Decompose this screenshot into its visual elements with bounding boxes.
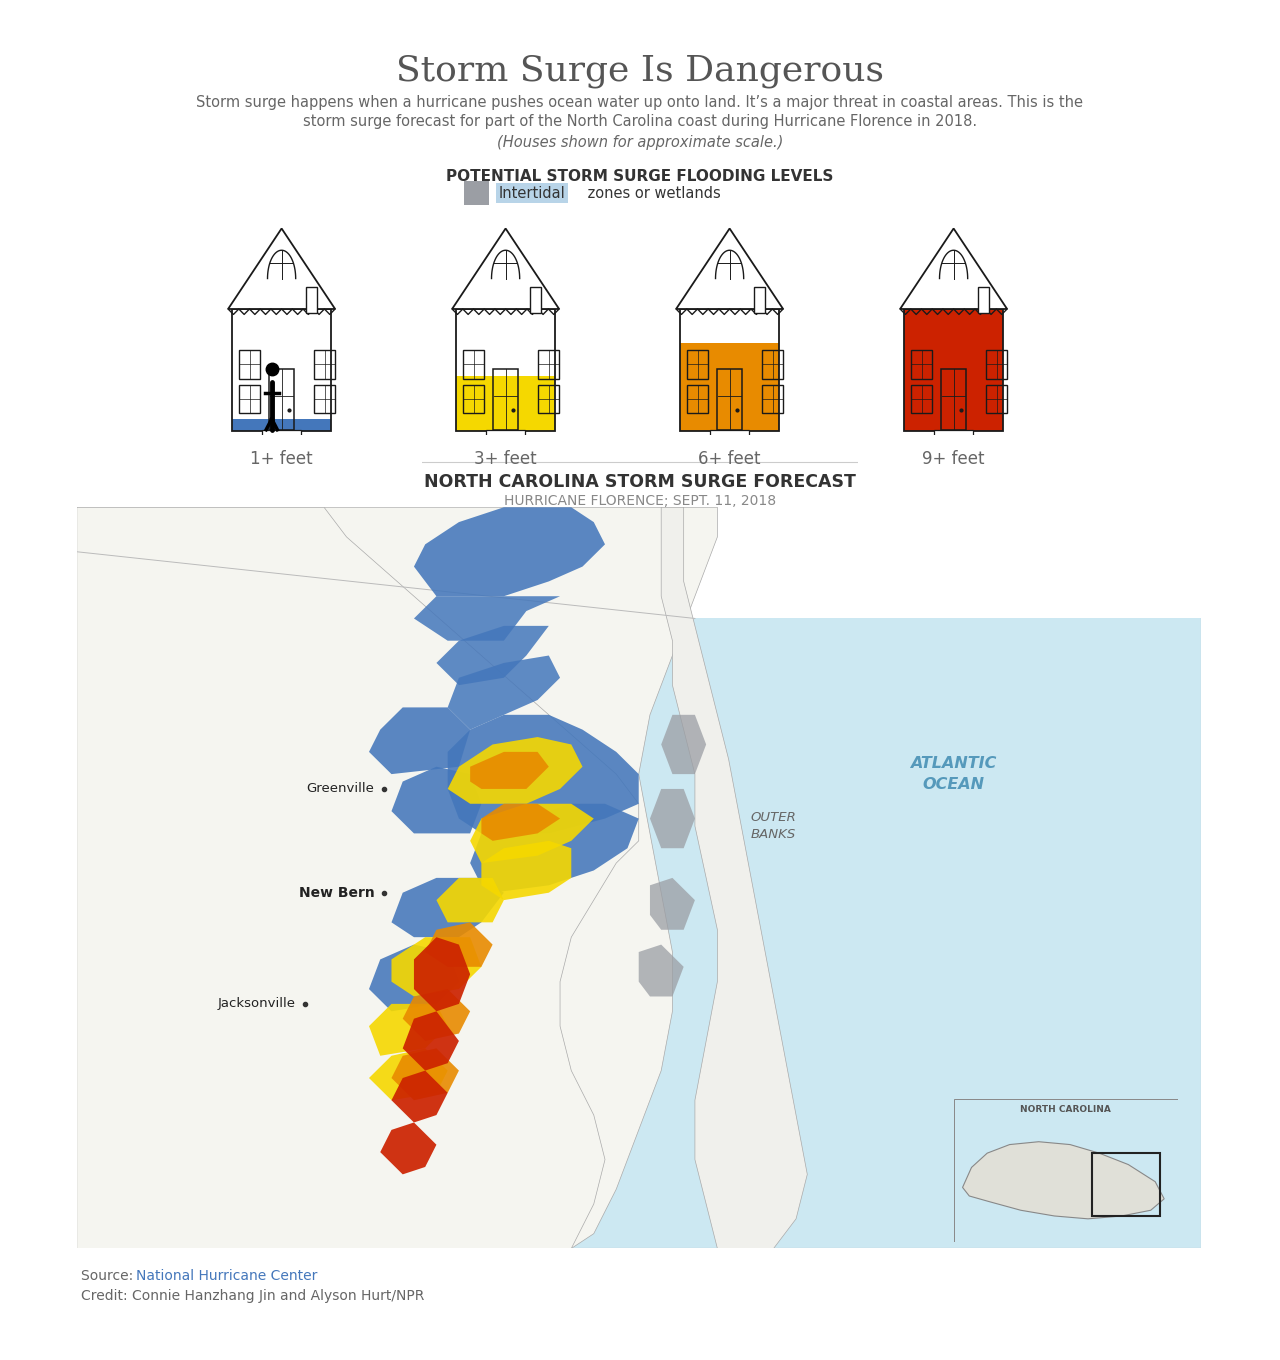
- Text: Credit: Connie Hanzhang Jin and Alyson Hurt/NPR: Credit: Connie Hanzhang Jin and Alyson H…: [81, 1289, 424, 1303]
- Polygon shape: [392, 937, 481, 997]
- Polygon shape: [650, 879, 695, 930]
- Text: 1+ feet: 1+ feet: [251, 450, 312, 468]
- Bar: [717, 369, 742, 430]
- Bar: [77, 507, 1201, 619]
- Bar: [687, 351, 708, 378]
- Polygon shape: [369, 1004, 448, 1055]
- Bar: [269, 369, 294, 430]
- Bar: [754, 287, 764, 313]
- Bar: [457, 375, 556, 431]
- Bar: [239, 385, 261, 413]
- Bar: [486, 430, 525, 439]
- Text: Storm surge happens when a hurricane pushes ocean water up onto land. It’s a maj: Storm surge happens when a hurricane pus…: [197, 95, 1083, 110]
- Bar: [306, 287, 317, 313]
- Bar: [493, 369, 518, 430]
- Bar: [314, 385, 335, 413]
- Text: 6+ feet: 6+ feet: [699, 450, 760, 468]
- Text: storm surge forecast for part of the North Carolina coast during Hurricane Flore: storm surge forecast for part of the Nor…: [303, 114, 977, 129]
- Bar: [986, 351, 1007, 378]
- Text: Greenville: Greenville: [307, 782, 375, 796]
- Text: OUTER
BANKS: OUTER BANKS: [750, 811, 796, 840]
- Polygon shape: [470, 804, 639, 892]
- Bar: [465, 181, 489, 205]
- Bar: [911, 351, 932, 378]
- Polygon shape: [413, 937, 470, 1012]
- Bar: [463, 351, 485, 378]
- Polygon shape: [662, 715, 707, 774]
- Polygon shape: [963, 1142, 1165, 1219]
- Polygon shape: [369, 945, 460, 1012]
- Text: National Hurricane Center: National Hurricane Center: [136, 1269, 317, 1282]
- Text: Storm Surge Is Dangerous: Storm Surge Is Dangerous: [396, 54, 884, 88]
- Bar: [710, 430, 749, 439]
- Bar: [986, 385, 1007, 413]
- Bar: [239, 351, 261, 378]
- Polygon shape: [392, 1049, 460, 1100]
- Bar: [538, 351, 559, 378]
- Polygon shape: [392, 1070, 448, 1122]
- Bar: [904, 309, 1004, 431]
- Text: 3+ feet: 3+ feet: [475, 450, 536, 468]
- Text: ATLANTIC
OCEAN: ATLANTIC OCEAN: [910, 756, 997, 792]
- Text: NORTH CAROLINA: NORTH CAROLINA: [1020, 1104, 1111, 1114]
- Bar: [233, 419, 330, 431]
- Text: POTENTIAL STORM SURGE FLOODING LEVELS: POTENTIAL STORM SURGE FLOODING LEVELS: [447, 169, 833, 184]
- Polygon shape: [403, 989, 470, 1040]
- Polygon shape: [448, 715, 639, 834]
- Polygon shape: [380, 1122, 436, 1174]
- Polygon shape: [413, 507, 605, 596]
- Polygon shape: [77, 507, 639, 1248]
- Text: Jacksonville: Jacksonville: [218, 997, 296, 1010]
- Bar: [262, 430, 301, 439]
- Text: 9+ feet: 9+ feet: [923, 450, 984, 468]
- Bar: [687, 385, 708, 413]
- Bar: [911, 385, 932, 413]
- Bar: [680, 309, 778, 431]
- Polygon shape: [470, 804, 594, 864]
- Polygon shape: [452, 228, 559, 309]
- Bar: [538, 385, 559, 413]
- Bar: [1093, 1153, 1160, 1216]
- Bar: [762, 385, 783, 413]
- Text: HURRICANE FLORENCE; SEPT. 11, 2018: HURRICANE FLORENCE; SEPT. 11, 2018: [504, 494, 776, 507]
- Text: (Houses shown for approximate scale.): (Houses shown for approximate scale.): [497, 135, 783, 150]
- Text: Source:: Source:: [81, 1269, 137, 1282]
- Polygon shape: [436, 626, 549, 685]
- Polygon shape: [900, 228, 1007, 309]
- Bar: [530, 287, 541, 313]
- Polygon shape: [228, 228, 335, 309]
- Polygon shape: [676, 228, 783, 309]
- Bar: [978, 287, 988, 313]
- Bar: [680, 343, 778, 431]
- Bar: [463, 385, 485, 413]
- Polygon shape: [448, 737, 582, 804]
- Polygon shape: [392, 879, 504, 937]
- Polygon shape: [448, 656, 561, 729]
- Polygon shape: [403, 1012, 460, 1070]
- Bar: [762, 351, 783, 378]
- Polygon shape: [436, 879, 504, 922]
- Text: Intertidal: Intertidal: [498, 185, 566, 201]
- Bar: [904, 309, 1004, 431]
- Polygon shape: [369, 707, 470, 774]
- Polygon shape: [650, 789, 695, 849]
- Text: zones or wetlands: zones or wetlands: [582, 185, 721, 201]
- Polygon shape: [481, 840, 571, 900]
- Polygon shape: [369, 1049, 448, 1100]
- Polygon shape: [470, 752, 549, 789]
- Bar: [233, 309, 330, 431]
- Text: NORTH CAROLINA STORM SURGE FORECAST: NORTH CAROLINA STORM SURGE FORECAST: [424, 473, 856, 491]
- Polygon shape: [425, 922, 493, 967]
- Polygon shape: [77, 507, 717, 1248]
- Bar: [457, 309, 556, 431]
- Polygon shape: [392, 767, 481, 834]
- Bar: [934, 430, 973, 439]
- Polygon shape: [662, 507, 808, 1248]
- Bar: [941, 369, 966, 430]
- Polygon shape: [413, 596, 561, 641]
- Bar: [314, 351, 335, 378]
- Polygon shape: [481, 804, 561, 840]
- Polygon shape: [639, 945, 684, 997]
- Text: New Bern: New Bern: [298, 885, 375, 900]
